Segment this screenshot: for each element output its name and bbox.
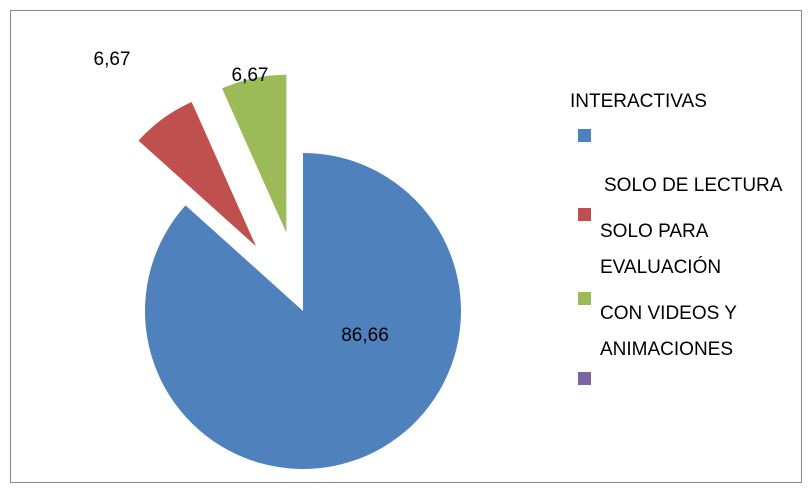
pie-slice [138,101,256,247]
pie-slice [222,74,287,233]
legend-label: INTERACTIVAS [570,91,707,112]
legend-label: SOLO PARA EVALUACIÓN [600,221,722,278]
data-label: 6,67 [94,49,131,70]
legend-swatch [578,292,591,305]
data-label: 6,67 [232,65,269,86]
legend-swatch [578,129,591,142]
legend-label: SOLO DE LECTURA [604,175,783,196]
legend-swatch [578,372,591,385]
legend-label: CON VIDEOS Y ANIMACIONES [600,303,737,360]
pie-slice [145,153,462,469]
legend-swatch [578,208,591,221]
data-label: 86,66 [341,325,389,346]
